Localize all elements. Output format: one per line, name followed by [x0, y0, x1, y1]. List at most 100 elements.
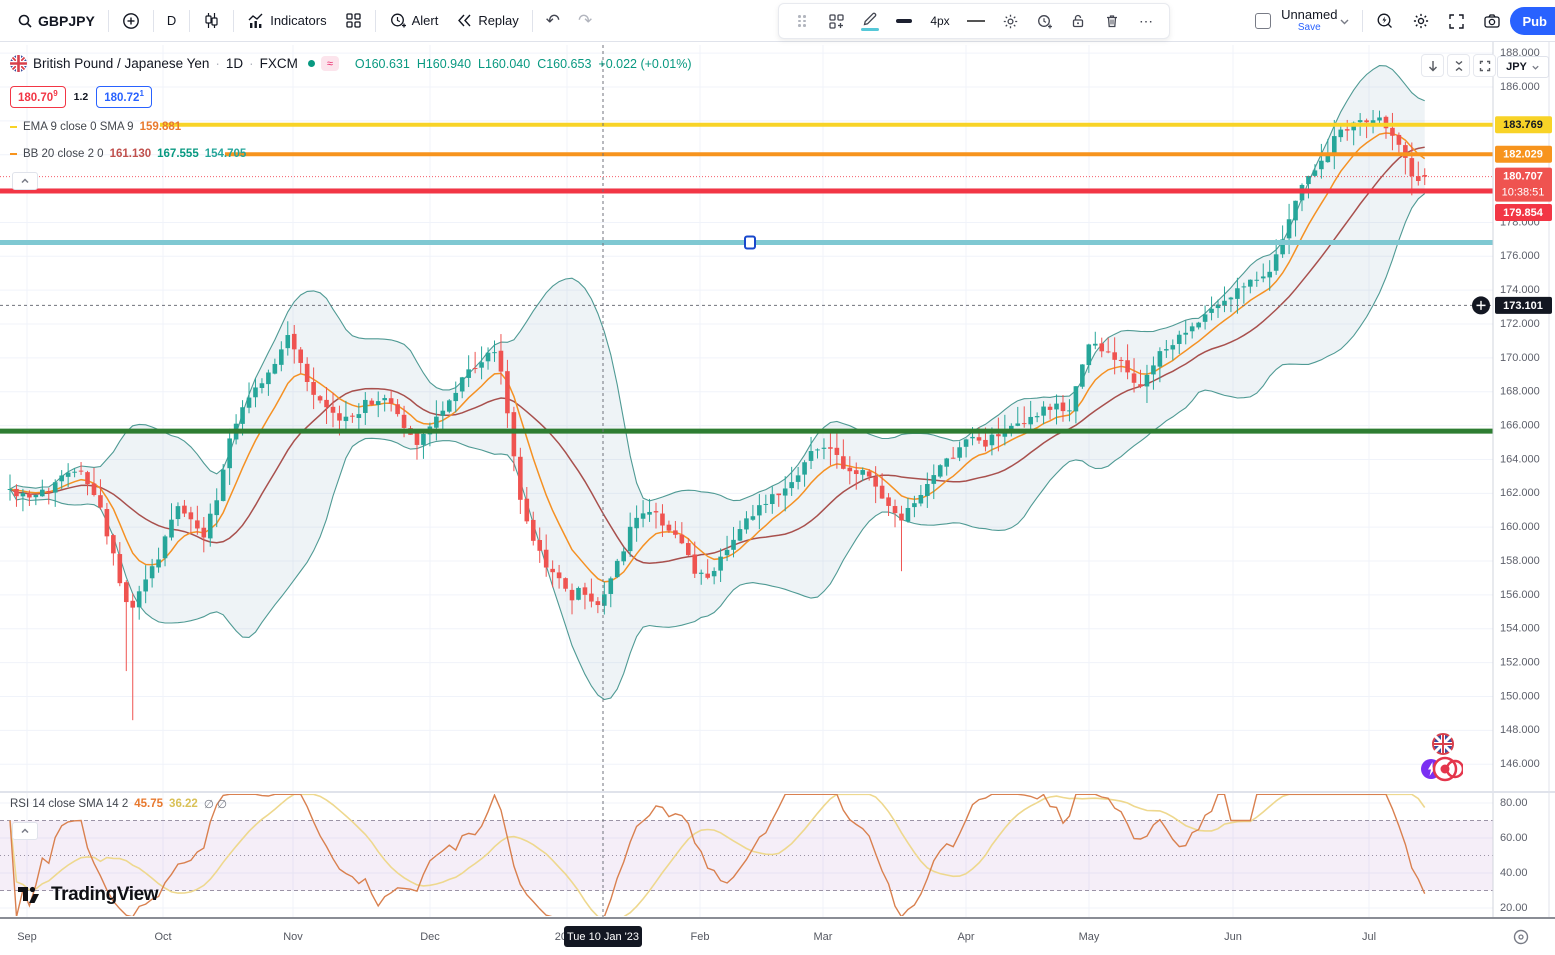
rsi-ma-line — [9, 794, 1426, 916]
interval-button[interactable]: D — [158, 6, 185, 36]
price-axis-label: 176.000 — [1500, 250, 1540, 262]
tradingview-logo[interactable]: TradingView — [18, 884, 159, 906]
camera-icon — [1483, 12, 1501, 30]
symbol-interval[interactable]: 1D — [225, 56, 244, 71]
drawing-settings-toolbar: 4px ⋯ — [778, 3, 1170, 39]
snapshot-button[interactable] — [1474, 6, 1510, 36]
tradingview-mark-icon — [18, 885, 44, 905]
rsi-name: RSI 14 close SMA 14 2 — [10, 798, 129, 810]
crosshair-time-tag — [564, 926, 642, 947]
buy-button[interactable]: 180.721 — [96, 86, 152, 108]
approx-data-badge[interactable]: ≈ — [320, 56, 339, 71]
bb-name: BB 20 close 2 0 — [23, 148, 104, 160]
bb-basis-value: 161.130 — [109, 148, 152, 160]
delete-drawing-button[interactable] — [1097, 6, 1127, 36]
drawing-settings-button[interactable] — [995, 6, 1025, 36]
indicators-button[interactable]: Indicators — [238, 6, 335, 36]
line-width-value[interactable]: 4px — [930, 14, 950, 28]
bb-legend-row[interactable]: BB 20 close 2 0 161.130 167.555 154.705 — [10, 148, 246, 160]
publish-button[interactable]: Pub — [1510, 7, 1555, 35]
symbol-search-button[interactable]: GBPJPY — [8, 6, 104, 36]
price-axis-label: 154.000 — [1500, 623, 1540, 635]
gear-icon — [1412, 12, 1430, 30]
redo-button[interactable]: ↷ — [578, 10, 593, 30]
chevron-down-icon[interactable] — [1339, 16, 1350, 27]
undo-button[interactable]: ↶ — [545, 10, 561, 30]
red-line-tag: 179.854 — [1503, 207, 1544, 219]
bollinger-lower-line — [9, 193, 1426, 701]
price-axis-label: 166.000 — [1500, 420, 1540, 432]
symbol-exchange[interactable]: FXCM — [259, 56, 298, 71]
bb-basis-line — [9, 146, 1425, 564]
flash-search-icon — [1376, 12, 1394, 30]
scroll-down-button[interactable] — [1421, 54, 1444, 77]
ema-value: 159.881 — [139, 121, 182, 133]
price-axis-label: 172.000 — [1500, 318, 1540, 330]
maximize-pane-button[interactable] — [1473, 54, 1496, 77]
more-options-button[interactable]: ⋯ — [1139, 12, 1153, 29]
ema-name: EMA 9 close 0 SMA 9 — [23, 121, 134, 133]
bid-ask-panel: 180.709 1.2 180.721 — [10, 86, 152, 108]
time-axis-label: Jun — [1224, 931, 1242, 943]
price-axis-label: 168.000 — [1500, 386, 1540, 398]
time-axis-settings-icon[interactable] — [1513, 929, 1529, 945]
thin-line-icon — [967, 20, 985, 22]
time-axis-label: Feb — [691, 931, 710, 943]
alarm-plus-icon — [1036, 13, 1053, 30]
time-axis-label: Oct — [154, 931, 171, 943]
jp-event-flag-icon[interactable] — [1419, 755, 1465, 788]
templates-button[interactable] — [336, 6, 371, 36]
drawing-tool-pencil[interactable] — [855, 6, 885, 36]
low-value: L160.040 — [478, 56, 531, 71]
axis-currency-dropdown[interactable]: JPY — [1497, 56, 1549, 78]
bar-countdown: 10:38:51 — [1502, 187, 1545, 199]
chart-style-button[interactable] — [194, 6, 229, 36]
search-icon — [17, 13, 33, 29]
orange-line-tag: 182.029 — [1503, 149, 1543, 161]
time-axis-label: Nov — [283, 931, 303, 943]
current-price-value: 180.707 — [1503, 171, 1543, 183]
price-chart-canvas[interactable]: 188.000186.000184.000182.000180.000178.0… — [0, 42, 1555, 955]
chart-region: 188.000186.000184.000182.000180.000178.0… — [0, 42, 1555, 955]
collapse-legend-button[interactable] — [12, 172, 38, 190]
rsi-band-fill — [0, 820, 1493, 891]
add-symbol-button[interactable] — [113, 6, 149, 36]
thick-line-icon — [896, 19, 912, 23]
collapse-pane-button[interactable] — [1447, 54, 1470, 77]
alert-button[interactable]: Alert — [380, 6, 448, 36]
add-layout-button[interactable] — [821, 6, 851, 36]
red-line-tag — [1495, 204, 1552, 221]
layout-name-label: Unnamed — [1281, 7, 1338, 22]
drag-dots-icon — [798, 15, 806, 27]
save-button[interactable]: Save — [1297, 22, 1321, 33]
collapse-rsi-pane-button[interactable] — [12, 822, 38, 840]
add-alert-plus-button[interactable] — [1472, 296, 1490, 315]
chart-properties-button[interactable] — [1403, 6, 1439, 36]
symbol-title[interactable]: British Pound / Japanese Yen — [33, 56, 210, 71]
lock-drawing-button[interactable] — [1063, 6, 1093, 36]
line-style-thin[interactable] — [961, 6, 991, 36]
yellow-line-tag: 183.769 — [1503, 119, 1543, 131]
time-axis[interactable] — [0, 918, 1555, 955]
price-axis-label: 186.000 — [1500, 81, 1540, 93]
price-axis-label: 156.000 — [1500, 589, 1540, 601]
crosshair-price-tag — [1495, 296, 1552, 314]
rsi-pane[interactable] — [0, 794, 1493, 917]
candles-layer[interactable] — [7, 109, 1428, 721]
ema-legend-row[interactable]: EMA 9 close 0 SMA 9 159.881 — [10, 121, 181, 133]
replay-button[interactable]: Replay — [447, 6, 527, 36]
rsi-legend-row[interactable]: RSI 14 close SMA 14 2 45.75 36.22 ∅ ∅ — [10, 797, 227, 811]
gb-event-flag-icon[interactable] — [1431, 732, 1455, 761]
bollinger-upper-line — [9, 65, 1425, 502]
main-pane[interactable] — [0, 65, 1493, 721]
add-alert-on-drawing-button[interactable] — [1029, 6, 1059, 36]
fullscreen-button[interactable] — [1439, 6, 1474, 36]
quick-search-button[interactable] — [1367, 6, 1403, 36]
time-axis-label: May — [1079, 931, 1100, 943]
drawing-handle[interactable] — [744, 235, 756, 250]
toolbar-drag-handle[interactable] — [787, 6, 817, 36]
select-layout-checkbox[interactable] — [1255, 13, 1272, 29]
line-width-thick[interactable] — [889, 6, 919, 36]
sell-button[interactable]: 180.709 — [10, 86, 66, 108]
layout-name-menu[interactable]: Unnamed Save — [1281, 8, 1337, 34]
